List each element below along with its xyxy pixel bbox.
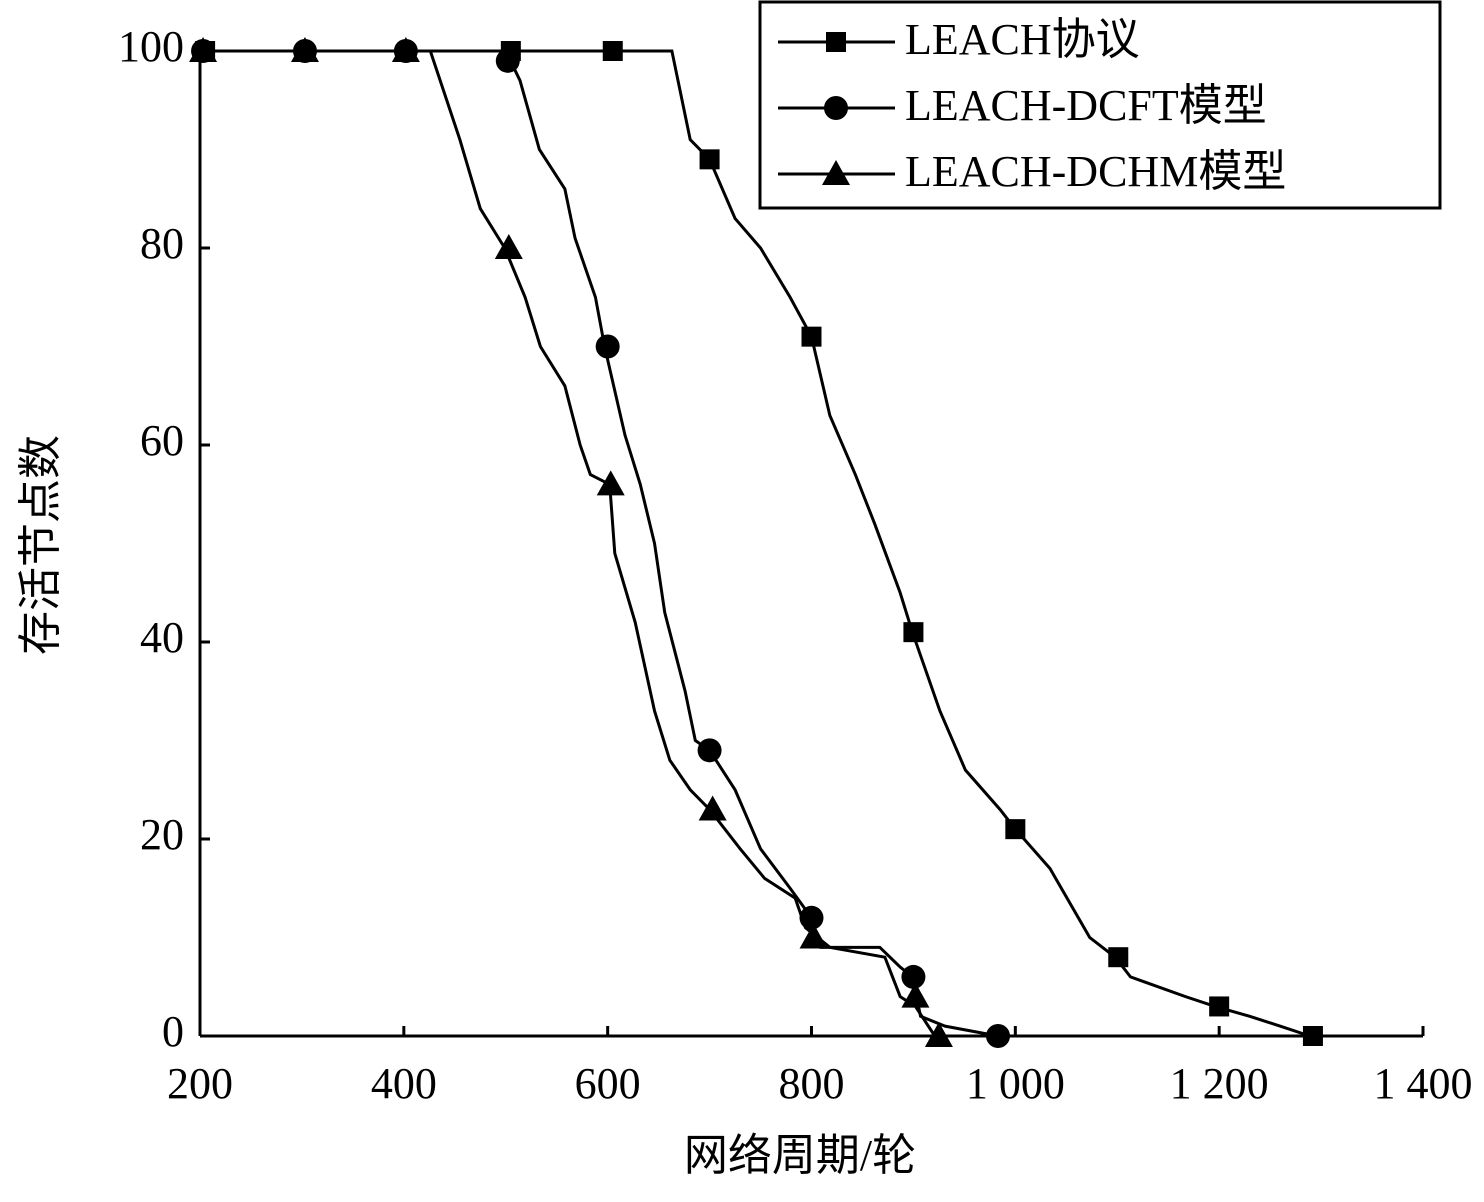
- x-axis-title: 网络周期/轮: [684, 1131, 916, 1180]
- legend-marker: [822, 160, 850, 185]
- marker: [699, 149, 720, 170]
- x-tick-label: 1 200: [1170, 1059, 1269, 1108]
- marker: [986, 1024, 1011, 1048]
- marker: [903, 622, 924, 643]
- marker: [494, 234, 523, 259]
- marker: [698, 795, 727, 821]
- series-line: [200, 49, 1311, 1038]
- marker: [189, 37, 218, 62]
- marker: [391, 37, 420, 62]
- x-tick-label: 200: [167, 1059, 233, 1108]
- x-tick-label: 1 000: [966, 1059, 1065, 1108]
- legend-marker: [826, 32, 846, 52]
- y-tick-label: 100: [118, 22, 184, 71]
- marker: [697, 738, 722, 763]
- x-tick-label: 600: [575, 1059, 641, 1108]
- series-line: [200, 49, 999, 1038]
- marker: [602, 41, 623, 61]
- legend-label: LEACH-DCFT模型: [905, 81, 1267, 130]
- marker: [495, 48, 520, 73]
- marker: [901, 982, 930, 1008]
- x-tick-label: 400: [371, 1059, 437, 1108]
- y-tick-label: 0: [162, 1007, 184, 1056]
- x-tick-label: 800: [779, 1059, 845, 1108]
- legend-marker: [824, 96, 848, 120]
- marker: [924, 1022, 953, 1047]
- marker: [1209, 996, 1230, 1017]
- marker: [596, 470, 625, 496]
- x-tick-label: 1 400: [1374, 1059, 1473, 1108]
- y-tick-label: 20: [140, 810, 184, 859]
- marker: [595, 334, 620, 359]
- marker: [1108, 947, 1129, 968]
- marker: [901, 964, 926, 989]
- marker: [801, 326, 822, 347]
- y-tick-label: 80: [140, 219, 184, 268]
- y-axis-title: 存活节点数: [16, 435, 65, 655]
- marker: [799, 923, 828, 949]
- marker: [1005, 819, 1026, 840]
- marker: [1302, 1026, 1323, 1046]
- marker: [290, 37, 319, 62]
- legend-label: LEACH-DCHM模型: [905, 147, 1286, 196]
- y-tick-label: 60: [140, 416, 184, 465]
- y-tick-label: 40: [140, 613, 184, 662]
- legend-label: LEACH协议: [905, 15, 1140, 64]
